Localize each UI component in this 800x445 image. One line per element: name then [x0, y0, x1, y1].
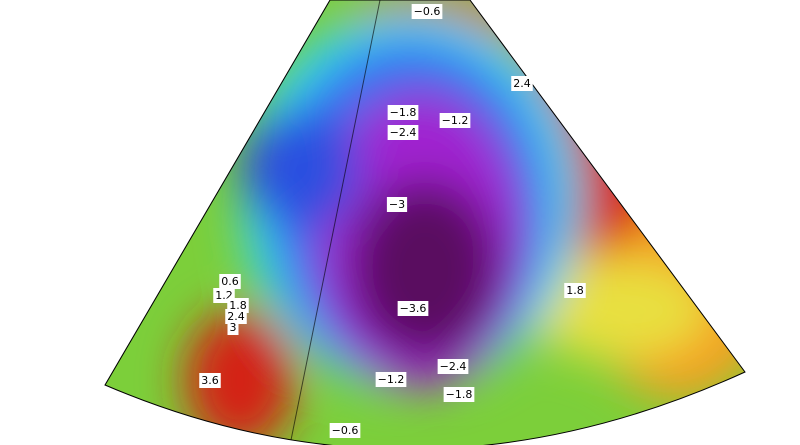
label-box: [564, 283, 586, 298]
contour-label: −0.6: [414, 5, 441, 18]
contour-label: −1.8: [446, 388, 473, 401]
contour-label: −1.2: [442, 114, 469, 127]
label-box: [439, 113, 471, 128]
label-box: [411, 4, 443, 19]
contour-label: 1.8: [229, 299, 247, 312]
label-box: [387, 105, 419, 120]
contour-label: −1.8: [390, 106, 417, 119]
contour-label: −1.2: [378, 373, 405, 386]
contour-labels: −0.62.4−1.8−1.2−2.4−31.80.61.21.82.43−3.…: [199, 4, 586, 438]
label-box: [443, 387, 475, 402]
contour-label: 3: [230, 321, 237, 334]
label-box: [397, 301, 429, 316]
contour-label: −3: [389, 198, 405, 211]
label-box: [329, 423, 361, 438]
contour-label: −3.6: [400, 302, 427, 315]
label-box: [387, 125, 419, 140]
label-box: [375, 372, 407, 387]
label-box: [437, 359, 469, 374]
contour-label: −2.4: [440, 360, 467, 373]
label-box: [511, 76, 533, 91]
contour-label: −0.6: [332, 424, 359, 437]
label-box: [199, 373, 221, 388]
label-box: [386, 197, 408, 212]
contour-label: −2.4: [390, 126, 417, 139]
contour-label: 1.8: [566, 284, 584, 297]
contour-label: 2.4: [513, 77, 531, 90]
contour-label: 2.4: [227, 310, 245, 323]
contour-label: 3.6: [201, 374, 219, 387]
map-border: [104, 0, 746, 445]
contour-label: 0.6: [221, 275, 239, 288]
label-box: [227, 320, 239, 335]
label-box: [219, 274, 241, 289]
